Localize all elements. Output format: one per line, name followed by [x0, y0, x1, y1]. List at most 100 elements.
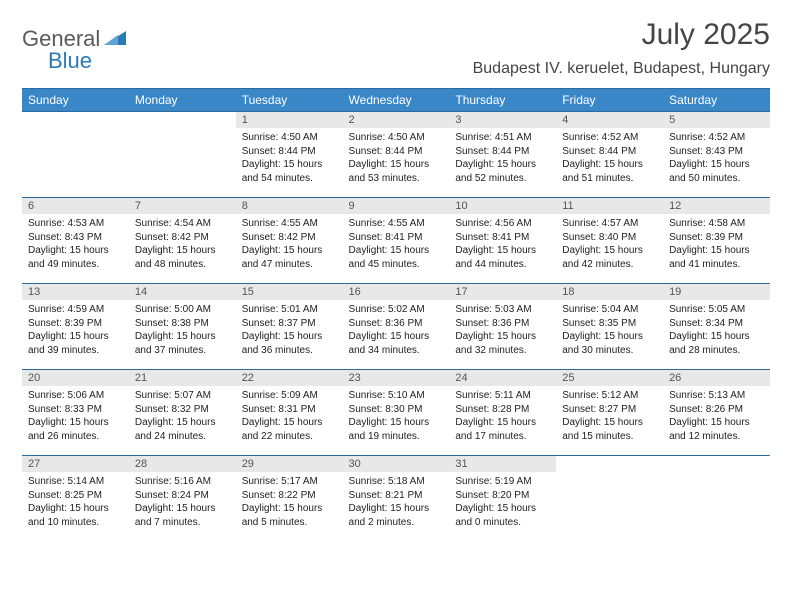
day-details: Sunrise: 5:03 AMSunset: 8:36 PMDaylight:…: [449, 300, 556, 361]
day-number: 10: [449, 198, 556, 214]
day-details: Sunrise: 5:19 AMSunset: 8:20 PMDaylight:…: [449, 472, 556, 533]
day-number: 26: [663, 370, 770, 386]
calendar-cell: 19Sunrise: 5:05 AMSunset: 8:34 PMDayligh…: [663, 284, 770, 370]
calendar-cell: 26Sunrise: 5:13 AMSunset: 8:26 PMDayligh…: [663, 370, 770, 456]
day-number: 17: [449, 284, 556, 300]
calendar-cell: 4Sunrise: 4:52 AMSunset: 8:44 PMDaylight…: [556, 112, 663, 198]
calendar-cell: 15Sunrise: 5:01 AMSunset: 8:37 PMDayligh…: [236, 284, 343, 370]
brand-logo: General: [22, 18, 128, 52]
day-details: Sunrise: 5:00 AMSunset: 8:38 PMDaylight:…: [129, 300, 236, 361]
day-details: Sunrise: 5:07 AMSunset: 8:32 PMDaylight:…: [129, 386, 236, 447]
day-number: 15: [236, 284, 343, 300]
day-number: 13: [22, 284, 129, 300]
day-number: 24: [449, 370, 556, 386]
calendar-cell: 16Sunrise: 5:02 AMSunset: 8:36 PMDayligh…: [343, 284, 450, 370]
calendar-cell-empty: [663, 456, 770, 542]
day-details: Sunrise: 5:11 AMSunset: 8:28 PMDaylight:…: [449, 386, 556, 447]
calendar-cell: 17Sunrise: 5:03 AMSunset: 8:36 PMDayligh…: [449, 284, 556, 370]
calendar-cell: 28Sunrise: 5:16 AMSunset: 8:24 PMDayligh…: [129, 456, 236, 542]
calendar-page: General July 2025 Budapest IV. keruelet,…: [0, 0, 792, 560]
calendar-table: SundayMondayTuesdayWednesdayThursdayFrid…: [22, 88, 770, 542]
day-details: Sunrise: 4:55 AMSunset: 8:41 PMDaylight:…: [343, 214, 450, 275]
weekday-header: Saturday: [663, 89, 770, 112]
weekday-header: Friday: [556, 89, 663, 112]
day-number: 23: [343, 370, 450, 386]
calendar-cell: 12Sunrise: 4:58 AMSunset: 8:39 PMDayligh…: [663, 198, 770, 284]
day-number: 1: [236, 112, 343, 128]
day-details: Sunrise: 4:50 AMSunset: 8:44 PMDaylight:…: [343, 128, 450, 189]
month-title: July 2025: [473, 18, 770, 52]
day-details: Sunrise: 4:53 AMSunset: 8:43 PMDaylight:…: [22, 214, 129, 275]
brand-triangle-icon: [104, 29, 126, 50]
calendar-cell: 7Sunrise: 4:54 AMSunset: 8:42 PMDaylight…: [129, 198, 236, 284]
day-details: Sunrise: 4:50 AMSunset: 8:44 PMDaylight:…: [236, 128, 343, 189]
weekday-header: Sunday: [22, 89, 129, 112]
calendar-cell: 2Sunrise: 4:50 AMSunset: 8:44 PMDaylight…: [343, 112, 450, 198]
calendar-row: 13Sunrise: 4:59 AMSunset: 8:39 PMDayligh…: [22, 284, 770, 370]
weekday-header: Wednesday: [343, 89, 450, 112]
day-number: 14: [129, 284, 236, 300]
day-number: 12: [663, 198, 770, 214]
brand-text-blue: Blue: [48, 48, 92, 73]
day-number: 18: [556, 284, 663, 300]
day-details: Sunrise: 5:17 AMSunset: 8:22 PMDaylight:…: [236, 472, 343, 533]
calendar-cell: 18Sunrise: 5:04 AMSunset: 8:35 PMDayligh…: [556, 284, 663, 370]
day-details: Sunrise: 4:58 AMSunset: 8:39 PMDaylight:…: [663, 214, 770, 275]
calendar-row: 1Sunrise: 4:50 AMSunset: 8:44 PMDaylight…: [22, 112, 770, 198]
calendar-row: 20Sunrise: 5:06 AMSunset: 8:33 PMDayligh…: [22, 370, 770, 456]
day-number: 29: [236, 456, 343, 472]
day-details: Sunrise: 5:16 AMSunset: 8:24 PMDaylight:…: [129, 472, 236, 533]
day-details: Sunrise: 5:14 AMSunset: 8:25 PMDaylight:…: [22, 472, 129, 533]
day-number: 31: [449, 456, 556, 472]
calendar-cell: 31Sunrise: 5:19 AMSunset: 8:20 PMDayligh…: [449, 456, 556, 542]
day-details: Sunrise: 5:04 AMSunset: 8:35 PMDaylight:…: [556, 300, 663, 361]
day-details: Sunrise: 5:05 AMSunset: 8:34 PMDaylight:…: [663, 300, 770, 361]
calendar-cell: 11Sunrise: 4:57 AMSunset: 8:40 PMDayligh…: [556, 198, 663, 284]
day-number: 16: [343, 284, 450, 300]
day-number: 25: [556, 370, 663, 386]
weekday-header: Thursday: [449, 89, 556, 112]
day-number: 11: [556, 198, 663, 214]
day-details: Sunrise: 4:59 AMSunset: 8:39 PMDaylight:…: [22, 300, 129, 361]
calendar-cell: 1Sunrise: 4:50 AMSunset: 8:44 PMDaylight…: [236, 112, 343, 198]
calendar-body: 1Sunrise: 4:50 AMSunset: 8:44 PMDaylight…: [22, 112, 770, 542]
day-details: Sunrise: 4:57 AMSunset: 8:40 PMDaylight:…: [556, 214, 663, 275]
calendar-cell: 9Sunrise: 4:55 AMSunset: 8:41 PMDaylight…: [343, 198, 450, 284]
day-number: 6: [22, 198, 129, 214]
day-details: Sunrise: 4:55 AMSunset: 8:42 PMDaylight:…: [236, 214, 343, 275]
day-number: 27: [22, 456, 129, 472]
day-details: Sunrise: 5:06 AMSunset: 8:33 PMDaylight:…: [22, 386, 129, 447]
calendar-cell-empty: [556, 456, 663, 542]
title-block: July 2025 Budapest IV. keruelet, Budapes…: [473, 18, 770, 78]
weekday-header: Monday: [129, 89, 236, 112]
calendar-cell-empty: [22, 112, 129, 198]
day-details: Sunrise: 4:51 AMSunset: 8:44 PMDaylight:…: [449, 128, 556, 189]
calendar-cell: 8Sunrise: 4:55 AMSunset: 8:42 PMDaylight…: [236, 198, 343, 284]
day-number: 22: [236, 370, 343, 386]
calendar-cell-empty: [129, 112, 236, 198]
day-details: Sunrise: 5:13 AMSunset: 8:26 PMDaylight:…: [663, 386, 770, 447]
day-details: Sunrise: 5:18 AMSunset: 8:21 PMDaylight:…: [343, 472, 450, 533]
calendar-row: 27Sunrise: 5:14 AMSunset: 8:25 PMDayligh…: [22, 456, 770, 542]
day-number: 4: [556, 112, 663, 128]
location-text: Budapest IV. keruelet, Budapest, Hungary: [473, 60, 770, 78]
weekday-header: Tuesday: [236, 89, 343, 112]
day-number: 3: [449, 112, 556, 128]
calendar-cell: 10Sunrise: 4:56 AMSunset: 8:41 PMDayligh…: [449, 198, 556, 284]
calendar-cell: 20Sunrise: 5:06 AMSunset: 8:33 PMDayligh…: [22, 370, 129, 456]
day-number: 8: [236, 198, 343, 214]
day-number: 21: [129, 370, 236, 386]
calendar-cell: 5Sunrise: 4:52 AMSunset: 8:43 PMDaylight…: [663, 112, 770, 198]
day-number: 20: [22, 370, 129, 386]
day-number: 30: [343, 456, 450, 472]
day-number: 5: [663, 112, 770, 128]
calendar-cell: 13Sunrise: 4:59 AMSunset: 8:39 PMDayligh…: [22, 284, 129, 370]
calendar-cell: 23Sunrise: 5:10 AMSunset: 8:30 PMDayligh…: [343, 370, 450, 456]
day-details: Sunrise: 5:09 AMSunset: 8:31 PMDaylight:…: [236, 386, 343, 447]
calendar-cell: 30Sunrise: 5:18 AMSunset: 8:21 PMDayligh…: [343, 456, 450, 542]
weekday-header-row: SundayMondayTuesdayWednesdayThursdayFrid…: [22, 89, 770, 112]
calendar-cell: 6Sunrise: 4:53 AMSunset: 8:43 PMDaylight…: [22, 198, 129, 284]
day-number: 9: [343, 198, 450, 214]
day-details: Sunrise: 4:52 AMSunset: 8:43 PMDaylight:…: [663, 128, 770, 189]
calendar-cell: 29Sunrise: 5:17 AMSunset: 8:22 PMDayligh…: [236, 456, 343, 542]
